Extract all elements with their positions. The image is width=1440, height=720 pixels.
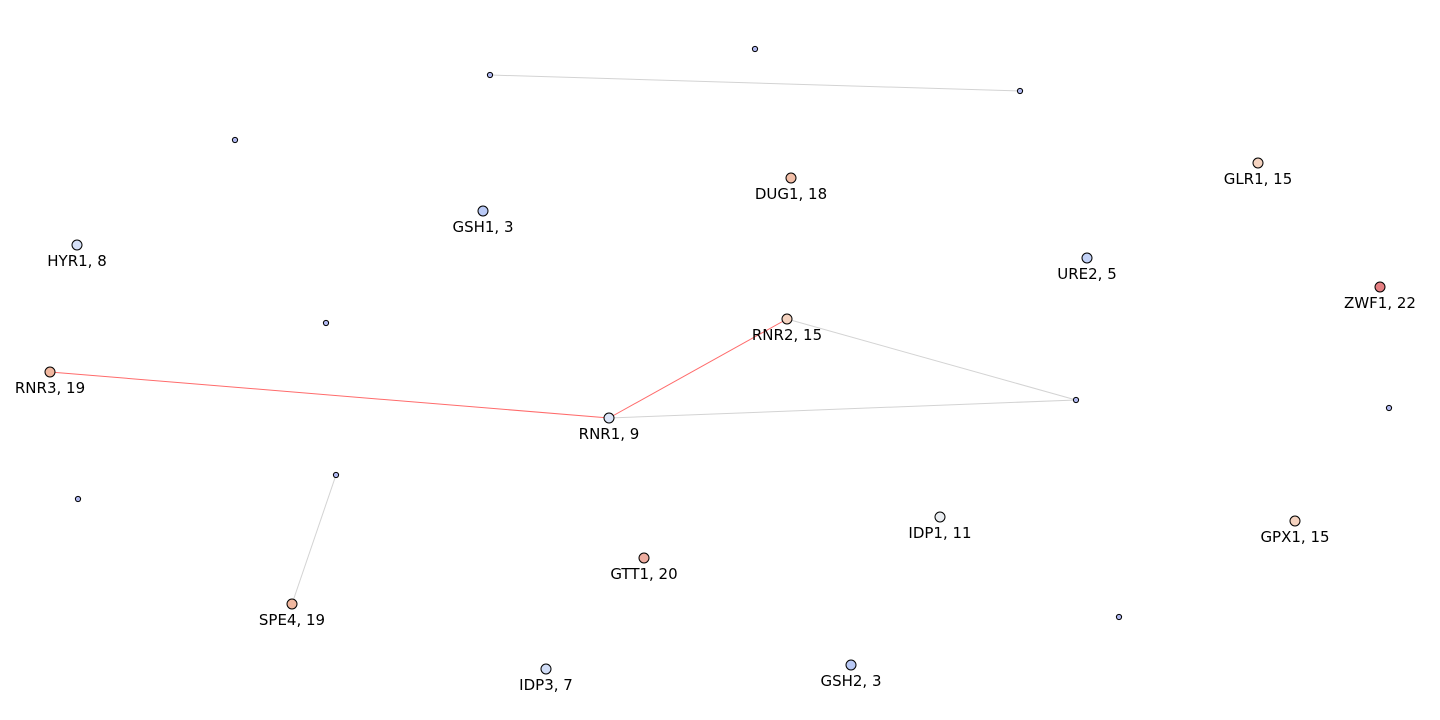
node-label-rnr2: RNR2, 15 — [752, 326, 822, 344]
edge-rnr1-s6 — [608, 399, 1077, 419]
node-label-rnr1: RNR1, 9 — [579, 425, 640, 443]
node-gsh2[interactable] — [845, 659, 857, 671]
node-s2[interactable] — [486, 71, 494, 79]
node-s10[interactable] — [1115, 613, 1123, 621]
node-s9[interactable] — [1385, 404, 1393, 412]
node-gtt1[interactable] — [638, 552, 650, 564]
node-label-hyr1: HYR1, 8 — [47, 252, 107, 270]
node-s4[interactable] — [231, 136, 239, 144]
node-label-dug1: DUG1, 18 — [755, 185, 827, 203]
node-zwf1[interactable] — [1374, 281, 1386, 293]
node-rnr3[interactable] — [44, 366, 56, 378]
node-hyr1[interactable] — [71, 239, 83, 251]
edges-layer — [49, 74, 1077, 605]
node-label-gsh1: GSH1, 3 — [452, 218, 513, 236]
node-s3[interactable] — [1016, 87, 1024, 95]
node-label-glr1: GLR1, 15 — [1224, 170, 1293, 188]
node-gsh1[interactable] — [477, 205, 489, 217]
node-label-idp1: IDP1, 11 — [908, 524, 971, 542]
node-gpx1[interactable] — [1289, 515, 1301, 527]
edge-rnr2-s6 — [786, 318, 1077, 401]
node-s5[interactable] — [322, 319, 330, 327]
edge-s2-s3 — [489, 74, 1021, 92]
node-label-rnr3: RNR3, 19 — [15, 379, 85, 397]
node-label-ure2: URE2, 5 — [1057, 265, 1117, 283]
node-rnr1[interactable] — [603, 412, 615, 424]
node-s6[interactable] — [1072, 396, 1080, 404]
node-label-idp3: IDP3, 7 — [519, 676, 573, 694]
node-s7[interactable] — [332, 471, 340, 479]
node-spe4[interactable] — [286, 598, 298, 610]
edge-rnr1-rnr2 — [608, 318, 788, 419]
node-label-zwf1: ZWF1, 22 — [1344, 294, 1416, 312]
node-rnr2[interactable] — [781, 313, 793, 325]
node-ure2[interactable] — [1081, 252, 1093, 264]
node-label-gsh2: GSH2, 3 — [820, 672, 881, 690]
node-label-gpx1: GPX1, 15 — [1260, 528, 1329, 546]
nodes-layer — [44, 45, 1393, 675]
node-glr1[interactable] — [1252, 157, 1264, 169]
labels-layer: RNR1, 9 RNR2, 15 RNR3, 19 GSH1, 3 GSH2, 3 HYR… — [15, 170, 1416, 694]
edge-s7-spe4 — [291, 474, 337, 605]
node-idp3[interactable] — [540, 663, 552, 675]
node-label-spe4: SPE4, 19 — [259, 611, 325, 629]
node-idp1[interactable] — [934, 511, 946, 523]
edge-rnr3-rnr1 — [49, 371, 610, 419]
node-label-gtt1: GTT1, 20 — [610, 565, 677, 583]
node-s1[interactable] — [751, 45, 759, 53]
node-dug1[interactable] — [785, 172, 797, 184]
node-s8[interactable] — [74, 495, 82, 503]
